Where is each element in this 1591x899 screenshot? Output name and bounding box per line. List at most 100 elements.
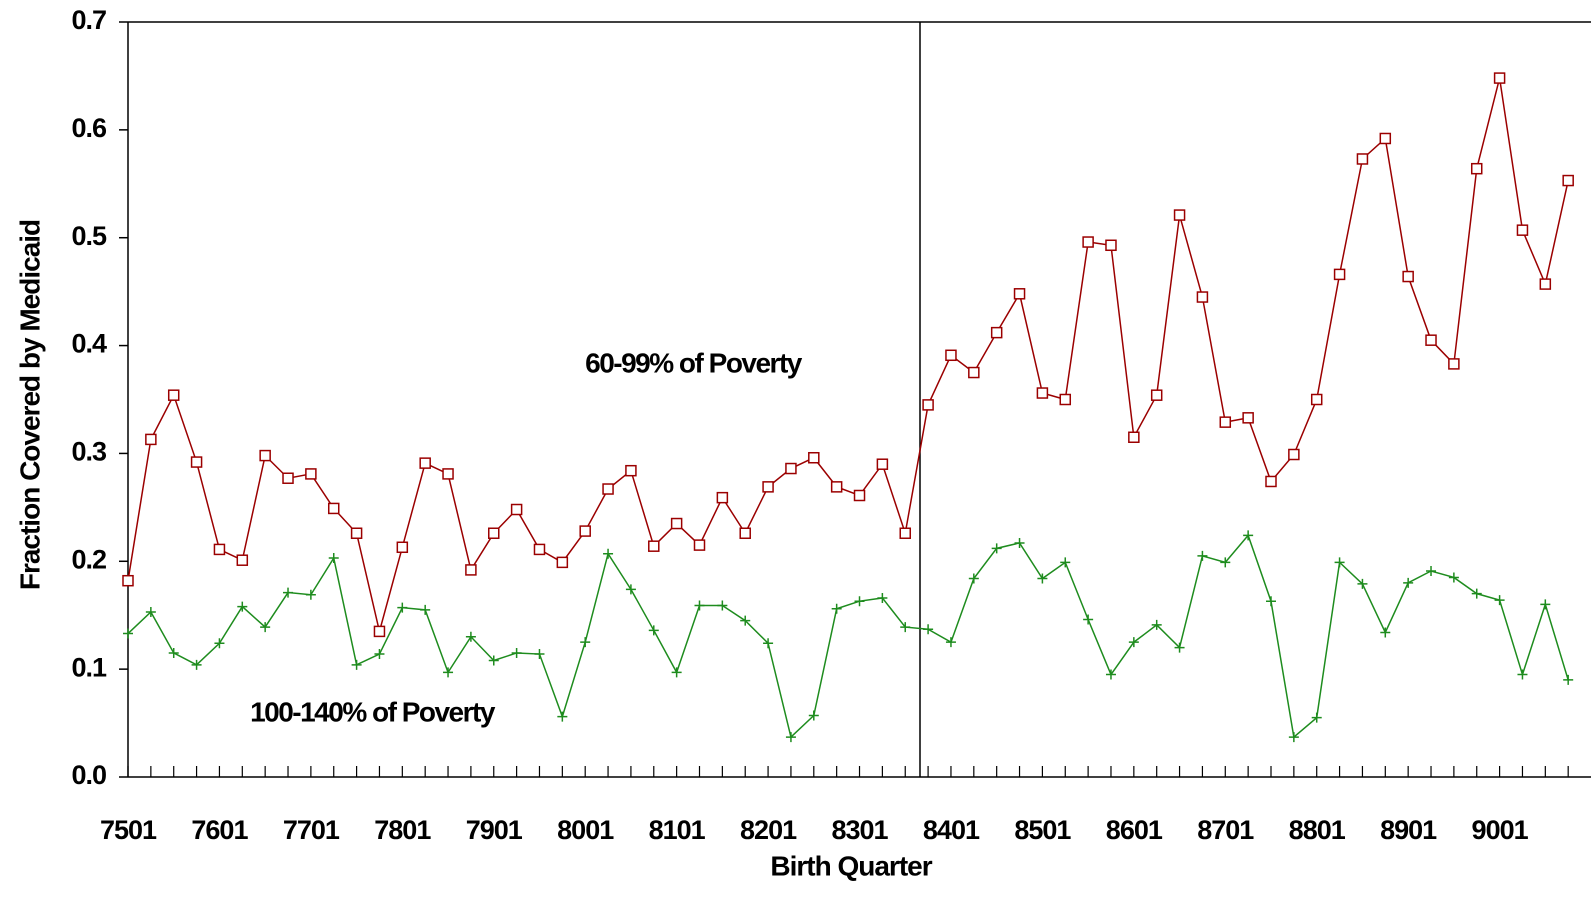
point-marker [1150, 389, 1163, 401]
point-marker [580, 637, 591, 648]
point-marker [283, 587, 294, 598]
point-marker [1356, 153, 1369, 165]
point-marker [237, 601, 248, 612]
point-marker [396, 541, 409, 554]
point-marker [534, 649, 545, 660]
point-marker [763, 638, 774, 649]
point-marker [762, 481, 774, 493]
point-marker [1288, 732, 1299, 743]
y-tick-label: 0.2 [71, 544, 106, 574]
point-marker [1310, 393, 1323, 406]
point-marker [488, 655, 499, 666]
point-marker [1128, 637, 1139, 648]
point-marker [1288, 448, 1300, 461]
point-marker [1493, 72, 1506, 84]
point-marker [1196, 291, 1209, 303]
point-marker [145, 433, 157, 446]
point-marker [945, 637, 956, 648]
point-marker [1014, 537, 1025, 548]
x-tick-label: 7501 [100, 815, 157, 845]
point-marker [1471, 588, 1482, 599]
series-label: 60-99% of Poverty [585, 347, 803, 378]
point-marker [1426, 565, 1437, 576]
point-marker [1403, 577, 1414, 588]
point-marker [465, 631, 476, 642]
point-marker [350, 527, 363, 539]
point-marker [488, 527, 500, 539]
point-marker [1425, 334, 1437, 346]
point-marker [1402, 270, 1414, 283]
x-tick-label: 8901 [1380, 815, 1437, 845]
point-marker [1197, 550, 1208, 561]
point-marker [1219, 416, 1232, 428]
point-marker [259, 449, 271, 462]
point-marker [305, 589, 316, 600]
point-marker [168, 647, 179, 658]
x-tick-label: 8301 [831, 815, 888, 845]
point-marker [968, 573, 979, 584]
x-tick-label: 7601 [191, 815, 248, 845]
point-marker [648, 540, 660, 552]
point-marker [1036, 387, 1049, 399]
point-marker [693, 539, 706, 551]
point-marker [420, 604, 431, 615]
point-marker [305, 468, 317, 480]
x-tick-label: 7901 [466, 815, 523, 845]
point-marker [1333, 268, 1346, 281]
point-marker [1013, 288, 1026, 300]
point-marker [1516, 224, 1529, 236]
point-marker [876, 458, 889, 470]
point-marker [1563, 674, 1574, 685]
y-tick-label: 0.0 [71, 760, 106, 790]
point-marker [968, 366, 980, 379]
x-tick-label: 8501 [1014, 815, 1071, 845]
y-tick-label: 0.5 [71, 221, 107, 251]
x-tick-label: 8801 [1289, 815, 1346, 845]
point-marker [1243, 530, 1254, 541]
point-marker [557, 711, 568, 722]
point-marker [740, 615, 751, 626]
point-marker [579, 525, 591, 537]
point-marker [694, 600, 705, 611]
point-marker [1311, 712, 1322, 723]
point-marker [533, 543, 546, 556]
point-marker [328, 553, 339, 564]
point-marker [923, 624, 934, 635]
point-marker [145, 606, 156, 617]
point-marker [1059, 393, 1072, 406]
point-marker [443, 667, 454, 678]
point-marker [991, 543, 1002, 554]
point-marker [1173, 209, 1186, 221]
y-tick-label: 0.7 [71, 5, 106, 35]
point-marker [190, 456, 203, 468]
point-marker [625, 464, 637, 477]
point-marker [1174, 642, 1185, 653]
point-marker [1539, 278, 1552, 290]
point-marker [1128, 431, 1140, 443]
point-marker [327, 502, 340, 515]
point-marker [191, 659, 202, 670]
y-axis-title: Fraction Covered by Medicaid [14, 220, 45, 590]
point-marker [1265, 475, 1277, 488]
point-marker [785, 732, 796, 743]
point-marker [236, 554, 249, 566]
point-marker [1540, 599, 1551, 610]
point-marker [853, 489, 866, 502]
point-marker [374, 649, 385, 660]
point-marker [1562, 174, 1574, 187]
point-marker [1517, 669, 1528, 680]
point-marker [670, 517, 683, 530]
point-marker [213, 543, 226, 556]
point-marker [1334, 557, 1345, 568]
point-marker [717, 600, 728, 611]
y-tick-label: 0.4 [71, 329, 107, 359]
point-marker [214, 638, 225, 649]
point-marker [854, 596, 865, 607]
series-line [127, 533, 1569, 739]
point-marker [602, 483, 614, 495]
point-marker [1266, 596, 1276, 607]
point-marker [351, 659, 362, 670]
x-tick-label: 8001 [557, 815, 614, 845]
y-tick-label: 0.3 [71, 437, 107, 467]
